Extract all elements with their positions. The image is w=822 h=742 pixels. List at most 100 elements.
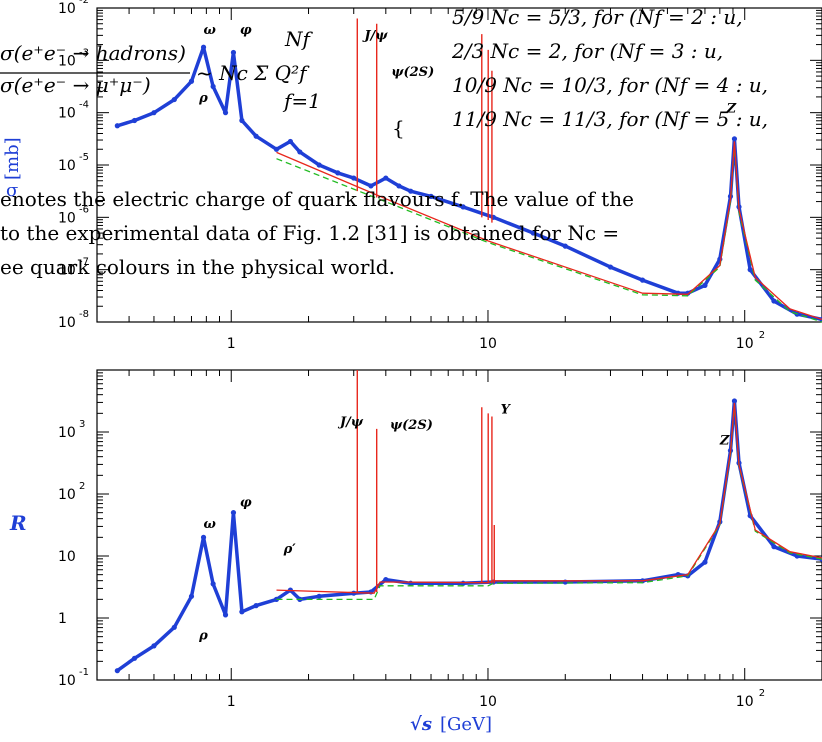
data-point xyxy=(210,83,216,90)
resonance-label: J/ψ xyxy=(337,415,364,430)
data-point xyxy=(200,534,207,541)
resonance-label: ρ′ xyxy=(283,542,297,557)
qcd-prediction-curve xyxy=(276,402,822,594)
x-tick-label: 10 xyxy=(736,694,754,710)
y-tick-exponent: -8 xyxy=(79,309,89,320)
qcd-prediction-curve xyxy=(276,141,822,321)
resonance-label: J/ψ xyxy=(361,28,388,43)
y-tick-label: 10 xyxy=(58,53,76,69)
data-point xyxy=(188,593,195,599)
data-point xyxy=(273,596,280,603)
data-point xyxy=(210,581,216,587)
resonance-label: ψ(2S) xyxy=(391,65,434,80)
overlay-paragraph-line: enotes the electric charge of quark flav… xyxy=(0,187,634,211)
resonance-label: Z xyxy=(726,102,737,117)
y-tick-exponent: -3 xyxy=(79,47,89,58)
data-point xyxy=(428,193,434,199)
y-tick-exponent: -6 xyxy=(79,204,89,215)
data-point xyxy=(188,78,195,84)
resonance-label: φ xyxy=(240,23,252,38)
y-tick-exponent: 3 xyxy=(79,419,85,430)
y-tick-label: 10 xyxy=(58,487,76,503)
data-point xyxy=(383,576,389,583)
formula-numerator: σ(e⁺e⁻ → hadrons) xyxy=(0,41,186,65)
y-tick-exponent: -4 xyxy=(79,100,89,111)
y-tick-label: 10 xyxy=(58,315,76,331)
y-tick-label: 10 xyxy=(58,425,76,441)
data-point xyxy=(731,398,738,404)
x-tick-label: 10 xyxy=(736,336,754,352)
y-tick-exponent: -7 xyxy=(79,257,89,268)
data-point xyxy=(151,643,157,649)
data-point xyxy=(239,609,245,615)
sum-upper-limit: Nf xyxy=(284,27,314,51)
data-point xyxy=(230,509,237,516)
y-tick-label: 1 xyxy=(58,611,67,627)
sigma-symbol: σ xyxy=(6,180,18,201)
y-tick-exponent: -2 xyxy=(79,0,89,6)
data-point xyxy=(460,580,466,586)
data-point xyxy=(702,282,708,288)
data-point xyxy=(408,188,414,194)
sigma-axis-title: σ [mb] xyxy=(2,137,23,201)
resonance-label: ω xyxy=(204,23,217,38)
data-point xyxy=(253,133,259,139)
y-tick-exponent: 2 xyxy=(79,481,85,492)
y-tick-exponent: -5 xyxy=(79,152,89,163)
x-tick-label: 10 xyxy=(479,694,497,710)
data-point xyxy=(239,117,245,124)
parton-model-curve xyxy=(276,404,822,601)
sigma-unit: [mb] xyxy=(2,137,23,180)
y-tick-label: 10 xyxy=(58,549,76,565)
x-tick-label: 1 xyxy=(227,336,236,352)
data-point xyxy=(316,593,322,599)
data-point xyxy=(731,136,738,142)
x-tick-label: 10 xyxy=(479,336,497,352)
data-point xyxy=(368,183,374,189)
y-tick-label: 10 xyxy=(58,210,76,226)
resonance-label: Z xyxy=(719,433,730,448)
data-point xyxy=(230,49,237,56)
data-point xyxy=(530,230,536,236)
data-point xyxy=(114,668,120,674)
resonance-label: ρ xyxy=(198,91,208,106)
x-tick-exponent: 2 xyxy=(759,688,765,699)
data-point xyxy=(383,175,389,181)
data-point xyxy=(297,149,303,155)
x-axis-unit: [GeV] xyxy=(440,714,492,735)
data-point xyxy=(771,544,777,550)
data-point xyxy=(171,96,177,103)
sum-lower-limit: f=1 xyxy=(282,89,321,113)
resonance-label: ψ(2S) xyxy=(390,418,433,433)
data-series-line xyxy=(115,399,822,673)
y-tick-exponent: -1 xyxy=(79,667,89,678)
left-brace-icon: { xyxy=(392,116,405,140)
r-axis-title: R xyxy=(9,511,27,535)
data-point xyxy=(396,183,402,189)
data-point xyxy=(200,44,207,50)
data-point xyxy=(771,298,777,304)
formula-case: 11/9 Nc = 11/3, for (Nf = 5 : u, xyxy=(452,107,768,131)
overlay-paragraph-line: ee quark colours in the physical world. xyxy=(0,255,395,279)
plot-frame xyxy=(96,369,822,681)
y-tick-label: 10 xyxy=(58,106,76,122)
data-point xyxy=(335,170,341,176)
data-point xyxy=(408,580,414,586)
formula-case: 10/9 Nc = 10/3, for (Nf = 4 : u, xyxy=(452,73,768,97)
data-point xyxy=(607,264,614,270)
data-point xyxy=(131,655,138,661)
x-axis-symbol: √s xyxy=(410,714,432,735)
formula-denominator: σ(e⁺e⁻ → μ⁺μ⁻) xyxy=(0,73,151,97)
resonance-label: Υ xyxy=(501,402,512,417)
data-point xyxy=(460,204,466,210)
y-tick-label: 10 xyxy=(58,1,76,17)
formula-rhs: ~ Nc Σ Q²f xyxy=(196,61,310,85)
data-point xyxy=(171,624,177,630)
x-axis-title: √s [GeV] xyxy=(410,714,492,735)
overlay-paragraph-line: to the experimental data of Fig. 1.2 [31… xyxy=(0,221,619,245)
resonance-label: ω xyxy=(204,517,217,532)
data-point xyxy=(351,175,357,181)
x-tick-label: 1 xyxy=(227,694,236,710)
resonance-label: ρ xyxy=(198,629,208,644)
data-point xyxy=(287,138,294,145)
